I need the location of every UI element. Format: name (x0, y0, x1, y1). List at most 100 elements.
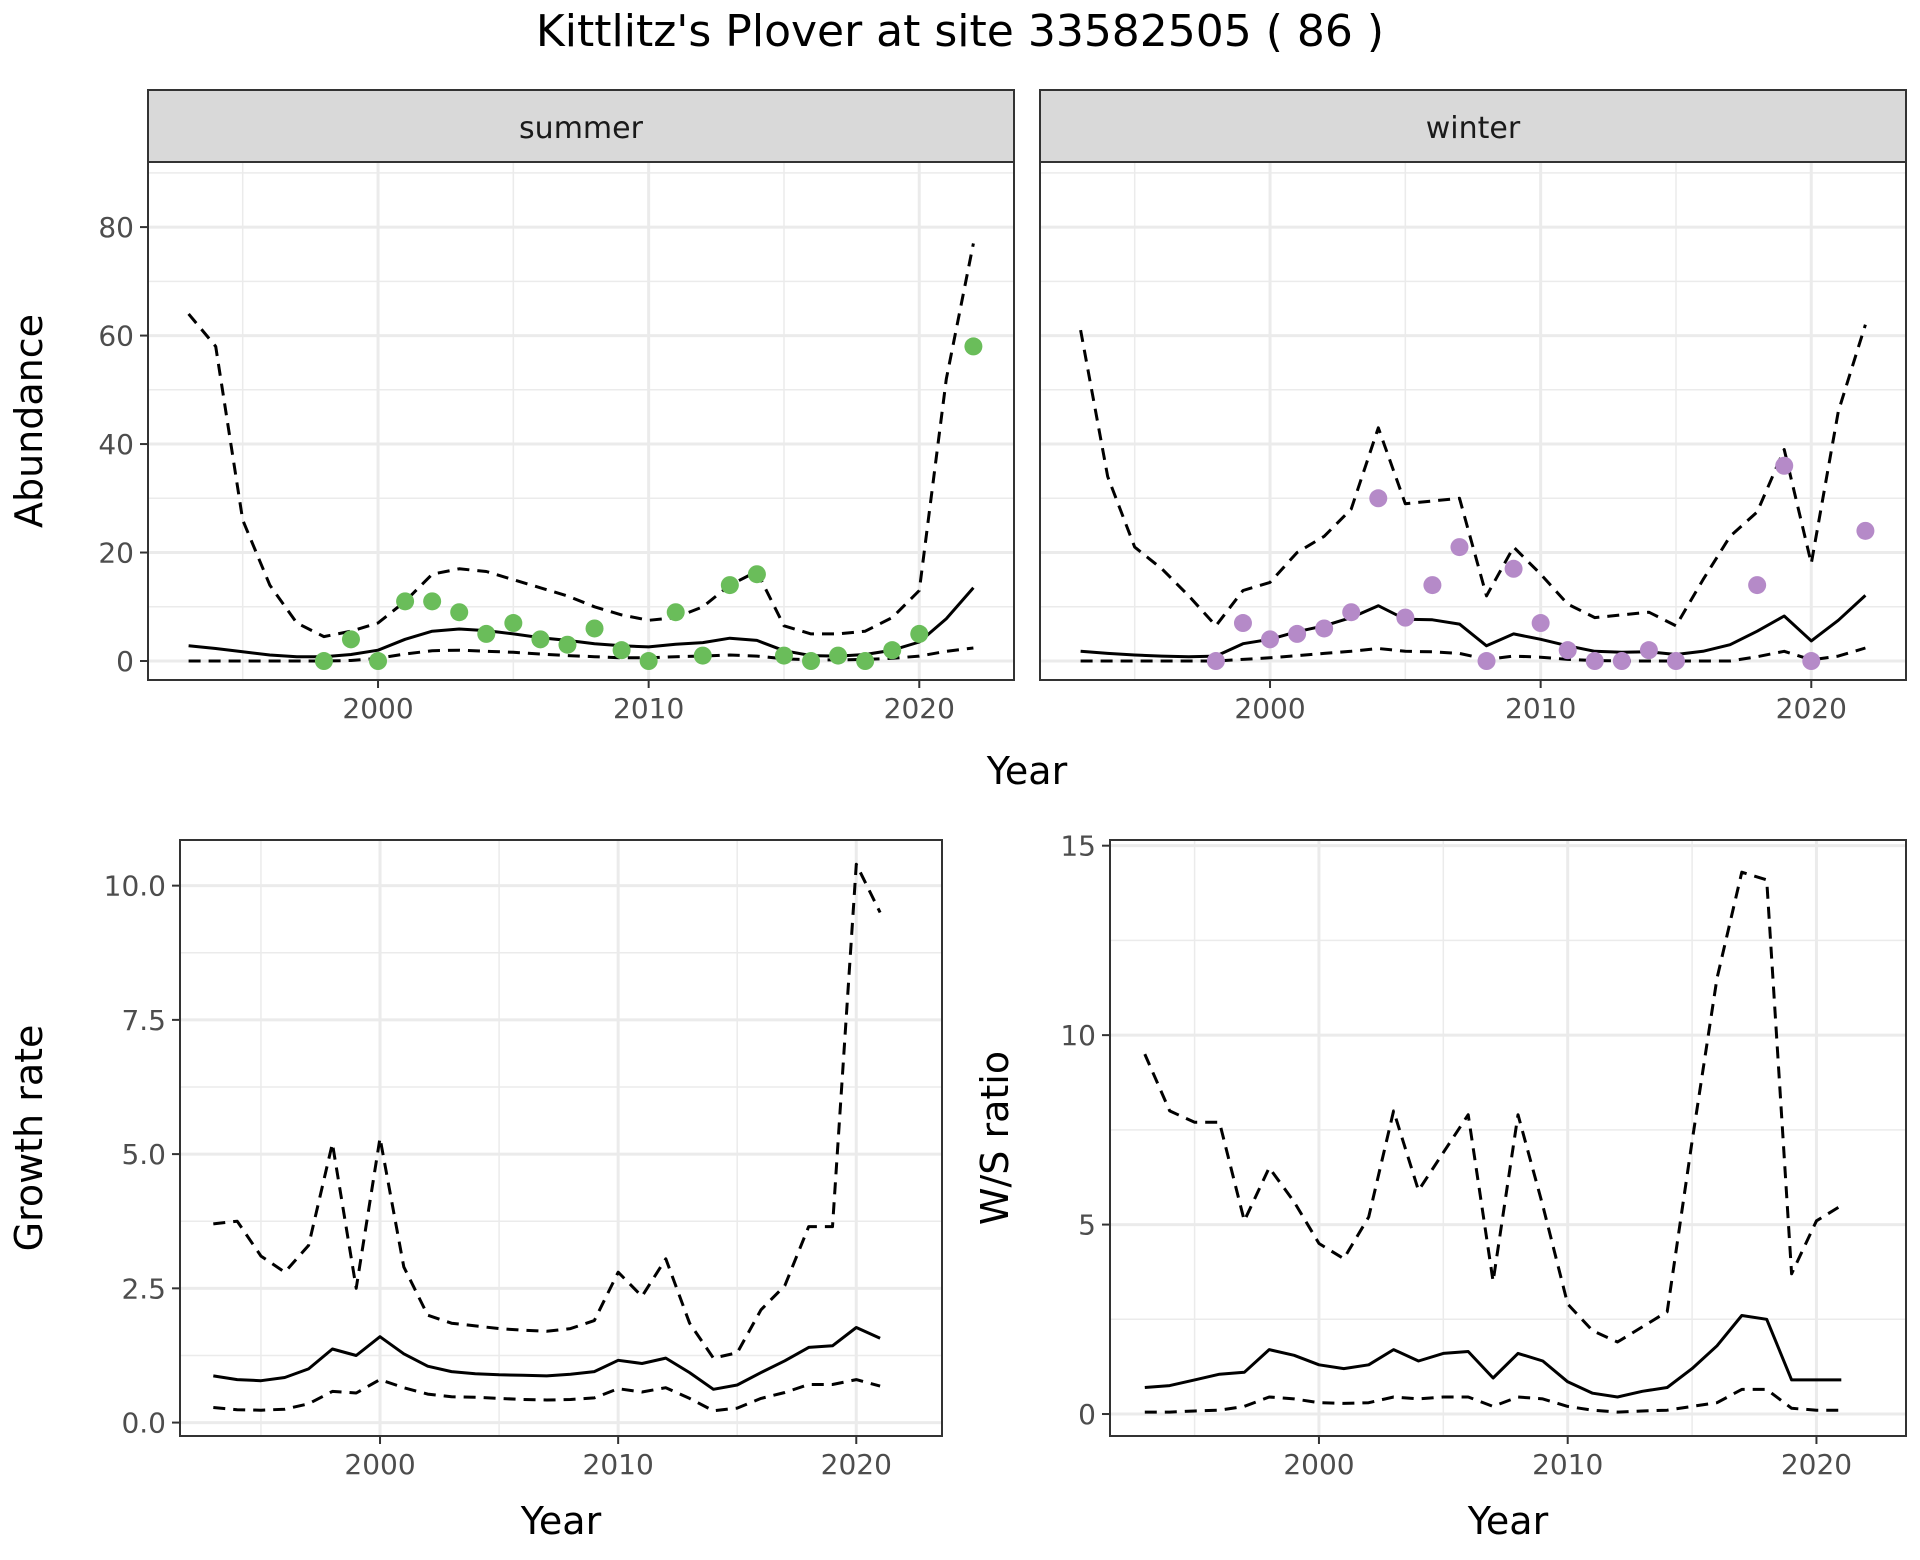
observed-point (1585, 652, 1604, 671)
observed-point (369, 652, 388, 671)
observed-point (1612, 652, 1631, 671)
series-upper-line (187, 243, 975, 639)
series-mean-line (1144, 1314, 1842, 1399)
y-tick-label: 60 (98, 320, 134, 353)
panel-summer: summer 2000 2010 2020 0 20 40 60 80 Abundance (7, 89, 1015, 725)
observed-point (1342, 603, 1361, 622)
observed-point (1531, 614, 1550, 633)
y-axis-title: W/S ratio (973, 1051, 1017, 1225)
observed-point (1233, 614, 1252, 633)
observed-point (774, 646, 793, 665)
series-upper-line (213, 862, 882, 1360)
observed-point (1423, 576, 1442, 595)
observed-point (693, 646, 712, 665)
observed-point (314, 652, 333, 671)
panel-border (179, 839, 943, 1437)
panel-ws_ratio: 2000 2010 2020 0 5 10 15 W/S ratio Year (973, 830, 1907, 1543)
x-tick-label: 2000 (1234, 692, 1305, 725)
y-tick-label: 10.0 (104, 870, 166, 903)
observed-point (1504, 559, 1523, 578)
observed-point (1558, 641, 1577, 660)
panel-border (1039, 161, 1907, 681)
observed-point (1450, 538, 1469, 557)
observed-point (531, 630, 550, 649)
observed-point (1396, 608, 1415, 627)
x-axis-title-top-row: Year (986, 749, 1068, 793)
y-tick-label: 0 (1078, 1398, 1096, 1431)
observed-point (1369, 489, 1388, 508)
observed-point (341, 630, 360, 649)
observed-point (639, 652, 658, 671)
series-lower-line (1080, 646, 1866, 663)
observed-point (1288, 624, 1307, 643)
y-tick-label: 80 (98, 211, 134, 244)
observed-point (910, 624, 929, 643)
x-axis-title: Year (520, 1499, 602, 1543)
x-tick-label: 2000 (1283, 1448, 1354, 1481)
y-tick-label: 10 (1060, 1019, 1096, 1052)
y-tick-label: 7.5 (121, 1004, 166, 1037)
y-axis-title: Abundance (7, 314, 51, 528)
strip-label: winter (1426, 111, 1521, 146)
x-axis-title: Year (1467, 1499, 1549, 1543)
y-tick-label: 2.5 (121, 1272, 166, 1305)
x-tick-label: 2020 (1781, 1448, 1852, 1481)
observed-point (829, 646, 848, 665)
strip-background (1039, 89, 1907, 163)
observed-point (964, 337, 983, 356)
y-tick-label: 20 (98, 537, 134, 570)
figure-title: Kittlitz's Plover at site 33582505 ( 86 … (535, 6, 1385, 57)
strip-label: summer (519, 111, 644, 146)
observed-point (396, 592, 415, 611)
observed-point (1315, 619, 1334, 638)
observed-point (1748, 576, 1767, 595)
y-tick-label: 5.0 (121, 1138, 166, 1171)
y-tick-label: 15 (1060, 830, 1096, 863)
panel-growth: 2000 2010 2020 0.0 2.5 5.0 7.5 10.0 Growth rate Y… (7, 839, 943, 1543)
x-tick-label: 2020 (1776, 692, 1847, 725)
strip-background (147, 89, 1015, 163)
observed-point (558, 635, 577, 654)
x-tick-label: 2000 (344, 1448, 415, 1481)
observed-point (1775, 456, 1794, 475)
series-upper-line (1079, 324, 1867, 628)
x-tick-label: 2020 (884, 692, 955, 725)
observed-point (883, 641, 902, 660)
observed-point (612, 641, 631, 660)
observed-point (450, 603, 469, 622)
observed-point (1802, 652, 1821, 671)
x-tick-label: 2010 (583, 1448, 654, 1481)
panel-border (1109, 839, 1907, 1437)
observed-point (720, 576, 739, 595)
observed-point (504, 614, 523, 633)
x-tick-label: 2010 (613, 692, 684, 725)
panel-winter: winter 2000 2010 2020 (1039, 89, 1907, 725)
observed-point (1477, 652, 1496, 671)
observed-point (747, 565, 766, 584)
x-tick-label: 2000 (342, 692, 413, 725)
x-tick-label: 2010 (1532, 1448, 1603, 1481)
x-tick-label: 2020 (821, 1448, 892, 1481)
observed-point (585, 619, 604, 638)
observed-point (1856, 521, 1875, 540)
y-tick-label: 0.0 (121, 1407, 166, 1440)
y-axis-title: Growth rate (7, 1025, 51, 1252)
observed-point (1639, 641, 1658, 660)
y-tick-label: 40 (98, 428, 134, 461)
x-tick-label: 2010 (1505, 692, 1576, 725)
observed-point (477, 624, 496, 643)
series-mean-line (213, 1326, 881, 1391)
observed-point (423, 592, 442, 611)
observed-point (1206, 652, 1225, 671)
observed-point (666, 603, 685, 622)
series-mean-line (188, 586, 975, 659)
y-tick-label: 0 (116, 645, 134, 678)
observed-point (1261, 630, 1280, 649)
series-lower-line (213, 1378, 881, 1413)
observed-point (1666, 652, 1685, 671)
y-tick-label: 5 (1078, 1209, 1096, 1242)
series-lower-line (1144, 1387, 1842, 1414)
observed-point (856, 652, 875, 671)
observed-point (802, 652, 821, 671)
